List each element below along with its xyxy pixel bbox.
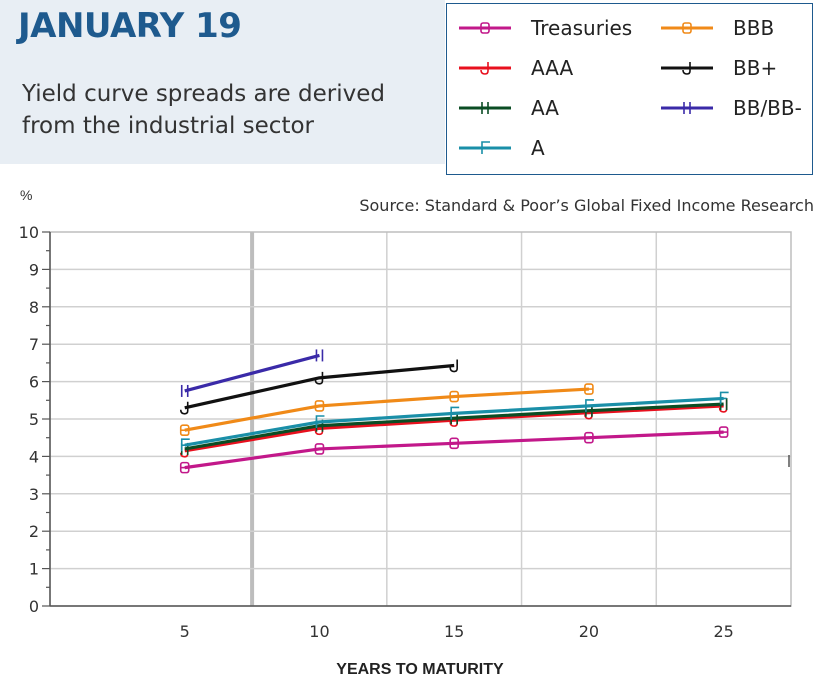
legend-item: BBB: [657, 15, 774, 41]
series-bb-bb: [180, 349, 324, 397]
source-note: Source: Standard & Poor’s Global Fixed I…: [359, 196, 814, 215]
y-tick-label: 5: [29, 410, 39, 429]
header-panel: JANUARY 19 Yield curve spreads are deriv…: [0, 0, 445, 164]
series-bbb: [179, 383, 594, 437]
series-line: [184, 404, 724, 453]
legend-label: BBB: [733, 16, 775, 40]
legend-label: A: [531, 136, 545, 160]
legend-swatch: [661, 22, 713, 34]
data-point: [719, 391, 729, 405]
legend-swatch: [459, 102, 511, 114]
x-tick-label: 5: [180, 622, 190, 641]
legend-swatch: [459, 22, 511, 34]
legend-marker: [480, 62, 489, 75]
y-tick-label: 8: [29, 298, 39, 317]
legend-item: AA: [455, 95, 559, 121]
legend-label: AAA: [531, 56, 574, 80]
y-tick-label: 0: [29, 597, 39, 616]
data-point: [449, 390, 459, 403]
legend-marker: [683, 102, 691, 114]
data-point: [179, 424, 190, 437]
data-point: [179, 461, 190, 474]
data-point: [449, 359, 458, 373]
legend-marker: [682, 62, 691, 75]
page-subtitle: Yield curve spreads are derived from the…: [22, 81, 385, 139]
y-tick-label: 3: [29, 485, 39, 504]
series-a: [180, 391, 729, 452]
series-treasuries: [179, 426, 729, 474]
data-point: [450, 406, 460, 420]
x-tick-label: 25: [713, 622, 733, 641]
legend-label: Treasuries: [531, 16, 633, 40]
y-tick-label: 7: [29, 335, 39, 354]
x-tick-label: 15: [444, 622, 464, 641]
legend-label: AA: [531, 96, 559, 120]
y-tick-label: 2: [29, 522, 39, 541]
legend-swatch: [459, 141, 511, 154]
data-point: [718, 426, 729, 438]
y-tick-label: 9: [29, 260, 39, 279]
y-tick-label: 4: [29, 447, 39, 466]
chart-legend: Treasuries AAA AA A BBB BB+ BB/BB-: [446, 3, 813, 175]
x-axis-label: YEARS TO MATURITY: [336, 661, 504, 678]
x-tick-label: 10: [309, 622, 329, 641]
data-point: [314, 371, 324, 385]
legend-marker: [480, 22, 490, 34]
page-title: JANUARY 19: [18, 6, 242, 46]
legend-marker: [481, 102, 489, 114]
legend-swatch: [661, 102, 713, 114]
data-point: [180, 438, 190, 452]
y-axis-label: %: [20, 187, 33, 203]
data-point: [314, 443, 325, 455]
legend-label: BB+: [733, 56, 778, 80]
data-point: [584, 383, 594, 395]
series-line: [184, 402, 724, 451]
series-line: [184, 387, 589, 432]
series-line: [184, 353, 320, 393]
y-tick-label: 6: [29, 373, 39, 392]
data-point: [314, 422, 324, 436]
data-point: [314, 400, 325, 412]
data-point: [315, 349, 324, 362]
data-point: [315, 415, 325, 428]
legend-item: BB+: [657, 55, 777, 81]
legend-marker: [481, 141, 490, 154]
y-tick-label: 1: [29, 560, 39, 579]
series-bb: [179, 359, 458, 415]
legend-swatch: [459, 62, 511, 75]
data-point: [585, 399, 594, 412]
legend-item: Treasuries: [455, 15, 632, 41]
legend-swatch: [661, 62, 713, 75]
series-line: [184, 363, 455, 410]
legend-item: A: [455, 135, 545, 161]
legend-item: AAA: [455, 55, 573, 81]
data-point: [180, 384, 189, 397]
data-point: [179, 401, 189, 415]
legend-marker: [682, 22, 692, 34]
data-point: [584, 431, 594, 444]
legend-item: BB/BB-: [657, 95, 802, 121]
legend-label: BB/BB-: [733, 96, 802, 120]
y-tick-label: 10: [19, 223, 39, 242]
x-tick-label: 20: [579, 622, 599, 641]
data-point: [449, 437, 459, 450]
